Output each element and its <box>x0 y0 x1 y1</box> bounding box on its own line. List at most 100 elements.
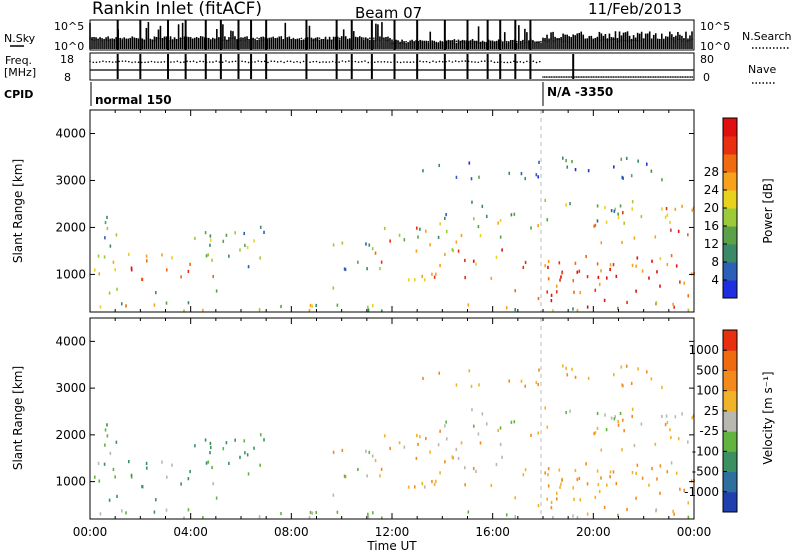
velocity-cell <box>438 371 441 375</box>
colorbar-tick-label: 1000 <box>688 343 719 357</box>
nave-dot <box>637 76 640 78</box>
nave-dot <box>144 61 146 64</box>
noise-search-dot <box>514 42 516 45</box>
power-cell <box>578 269 581 273</box>
nave-dot <box>490 60 493 62</box>
velocity-cell <box>259 463 261 467</box>
noise-search-dot <box>101 39 103 42</box>
nave-dot <box>231 60 234 63</box>
noise-search-dot <box>272 40 275 42</box>
velocity-cell <box>343 474 346 478</box>
power-cell <box>550 293 553 297</box>
velocity-cell <box>524 384 527 388</box>
velocity-cell <box>457 456 460 461</box>
nave-dot <box>688 76 690 78</box>
nave-dot <box>477 61 480 64</box>
nave-dot <box>599 76 601 78</box>
power-cell <box>443 216 446 221</box>
velocity-cell <box>209 445 212 450</box>
noise-search-dot <box>224 39 226 41</box>
power-cell <box>145 254 148 258</box>
colorbar-tick-label: 12 <box>704 237 719 251</box>
nave-dot <box>553 76 556 78</box>
noise-search-dot <box>121 38 124 40</box>
velocity-cell <box>225 441 228 445</box>
noise-search-dot <box>246 38 248 41</box>
velocity-xlabel: Time UT <box>366 539 417 553</box>
velocity-cell <box>633 443 636 448</box>
noise-search-dot <box>642 38 645 41</box>
power-cell <box>205 254 208 258</box>
colorbar-segment <box>723 208 737 227</box>
velocity-cell <box>128 460 130 464</box>
noise-search-dot <box>330 39 333 42</box>
nave-dot <box>432 60 434 63</box>
velocity-cell <box>514 496 517 500</box>
noise-search-dot <box>280 39 283 42</box>
nave-dot <box>283 61 285 64</box>
velocity-cell <box>687 501 690 505</box>
noise-search-dot <box>679 38 681 41</box>
nave-dot <box>302 60 305 63</box>
velocity-panel: 1000 2000 3000 4000 00:00 04:00 08:00 12:00 16:… <box>11 317 775 553</box>
cpid-segment-1: normal 150 <box>95 93 172 107</box>
velocity-cell <box>586 482 589 486</box>
nave-dot <box>562 76 564 78</box>
velocity-cell <box>547 473 549 477</box>
power-cell <box>555 290 558 294</box>
colorbar-tick-label: -1000 <box>684 485 719 499</box>
noise-search-dot <box>479 42 482 45</box>
noise-search-dot <box>175 38 178 41</box>
power-cell <box>640 215 643 219</box>
y-tick-label: 2000 <box>55 220 86 234</box>
noise-search-dot <box>475 41 478 44</box>
power-cell <box>258 308 261 312</box>
power-cell <box>645 162 648 166</box>
noise-search-dot <box>620 39 623 41</box>
velocity-cell <box>578 476 581 481</box>
nave-dot <box>543 76 546 78</box>
colorbar-segment <box>723 471 737 493</box>
nave-dot <box>545 76 548 78</box>
nave-dot <box>570 76 573 78</box>
power-cell <box>130 268 133 272</box>
noise-search-dot <box>230 37 232 40</box>
noise-search-dot <box>155 38 158 40</box>
velocity-cell <box>145 461 148 466</box>
velocity-cell <box>596 426 599 430</box>
nave-dot <box>616 76 618 78</box>
nave-dot <box>652 76 655 78</box>
noise-search-dot <box>348 38 351 40</box>
nave-dot <box>312 60 315 63</box>
power-cell <box>499 235 502 239</box>
noise-search-dot <box>216 38 218 41</box>
velocity-cell <box>98 479 101 483</box>
nave-dot <box>215 60 217 62</box>
power-cell <box>332 243 335 247</box>
velocity-cell <box>154 498 157 502</box>
velocity-cell <box>379 474 381 478</box>
power-cell <box>243 231 246 236</box>
power-cell <box>604 205 606 210</box>
cpid-label: CPID <box>4 88 33 101</box>
nave-dot <box>617 76 620 78</box>
colorbar-segment <box>723 190 737 209</box>
nave-dot <box>344 60 347 63</box>
velocity-cell <box>651 466 653 471</box>
nave-dot <box>270 60 273 62</box>
power-cell <box>470 177 473 181</box>
power-cell <box>572 307 574 311</box>
noise-search-dot <box>663 40 665 43</box>
power-cell <box>455 240 458 244</box>
velocity-cell <box>165 508 168 512</box>
velocity-cell <box>571 367 573 371</box>
nave-dot <box>247 61 250 64</box>
power-cell <box>421 274 423 279</box>
noise-search-dot <box>604 40 607 42</box>
nave-dot <box>589 76 591 78</box>
power-cell <box>593 224 595 228</box>
nave-dot <box>273 60 276 63</box>
noise-search-dot <box>624 39 627 42</box>
nave-dot <box>341 60 344 62</box>
velocity-cell <box>621 418 624 422</box>
